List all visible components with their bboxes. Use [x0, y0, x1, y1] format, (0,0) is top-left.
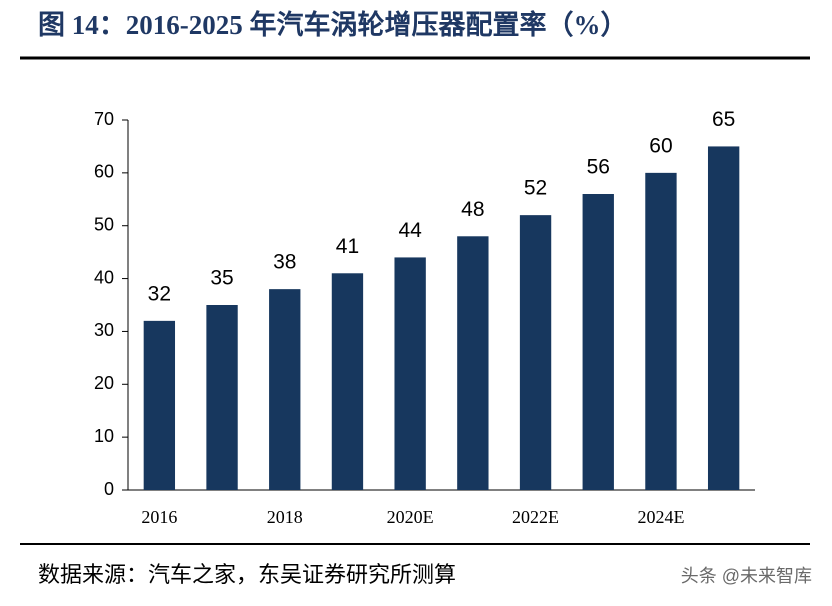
bar: [645, 172, 677, 490]
bar: [707, 146, 740, 490]
bar: [331, 273, 364, 490]
y-tick-label: 10: [94, 426, 114, 446]
bar: [143, 320, 176, 490]
bar: [519, 215, 552, 490]
y-tick-label: 60: [94, 162, 114, 182]
y-tick-label: 0: [104, 479, 114, 499]
value-label: 48: [461, 198, 484, 221]
value-label: 60: [649, 134, 672, 157]
value-label: 41: [336, 235, 359, 258]
x-tick-label: 2022E: [512, 507, 559, 527]
y-tick-label: 40: [94, 267, 114, 287]
x-tick-label: 2024E: [637, 507, 684, 527]
bar: [269, 289, 301, 490]
chart-title: 图 14：2016-2025 年汽车涡轮增压器配置率（%）: [38, 9, 628, 40]
value-label: 32: [148, 282, 171, 305]
y-tick-label: 50: [94, 214, 114, 234]
value-label: 65: [712, 108, 735, 131]
x-tick-label: 2016: [141, 507, 177, 527]
x-tick-label: 2020E: [387, 507, 434, 527]
value-label: 52: [524, 177, 547, 200]
y-tick-label: 20: [94, 373, 114, 393]
value-label: 44: [398, 219, 422, 242]
watermark: 头条 @未来智库: [681, 566, 812, 586]
value-label: 38: [273, 251, 296, 274]
y-tick-label: 70: [94, 109, 114, 129]
bar: [206, 305, 238, 490]
value-label: 56: [587, 156, 610, 179]
bar: [457, 236, 489, 490]
bar: [582, 194, 614, 490]
value-label: 35: [210, 267, 233, 290]
source-note: 数据来源：汽车之家，东吴证券研究所测算: [38, 562, 456, 587]
y-tick-label: 30: [94, 320, 114, 340]
bar: [394, 257, 426, 490]
x-tick-label: 2018: [267, 507, 303, 527]
